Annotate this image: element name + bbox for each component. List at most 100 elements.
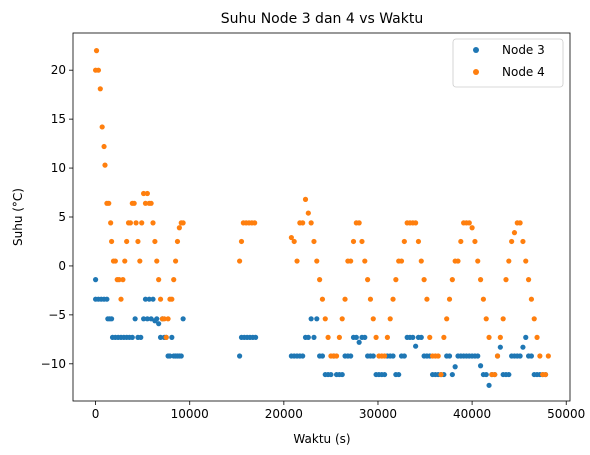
data-point-series-1 — [410, 334, 416, 340]
x-axis-label: Waktu (s) — [293, 432, 350, 446]
data-point-series-1 — [305, 334, 311, 340]
data-point-series-2 — [362, 258, 368, 264]
data-point-series-1 — [370, 353, 376, 359]
data-point-series-2 — [120, 277, 126, 283]
data-point-series-2 — [413, 220, 419, 226]
data-point-series-2 — [381, 353, 388, 359]
data-point-series-2 — [174, 238, 181, 245]
data-point-series-2 — [509, 238, 515, 245]
data-point-series-2 — [237, 258, 243, 264]
data-point-series-2 — [165, 316, 171, 322]
data-point-series-2 — [441, 334, 447, 340]
data-point-series-2 — [161, 316, 167, 322]
data-point-series-2 — [528, 296, 535, 302]
data-point-series-2 — [173, 258, 179, 264]
y-tick-label: 0 — [58, 259, 66, 273]
data-point-series-2 — [288, 234, 294, 241]
data-point-series-2 — [435, 353, 441, 359]
points-layer — [92, 48, 551, 388]
data-point-series-1 — [253, 334, 259, 340]
data-point-series-2 — [101, 143, 107, 150]
data-point-series-2 — [291, 238, 297, 245]
x-tick-label: 20000 — [265, 407, 303, 421]
data-point-series-2 — [446, 296, 453, 302]
data-point-series-1 — [362, 334, 368, 340]
legend: Node 3 Node 4 — [452, 38, 564, 88]
x-tick-label: 40000 — [453, 407, 491, 421]
y-tick-label: 20 — [51, 63, 66, 77]
data-point-series-1 — [477, 363, 484, 369]
data-point-series-1 — [157, 334, 164, 340]
data-point-series-1 — [308, 316, 314, 322]
data-point-series-1 — [146, 296, 152, 302]
legend-frame — [452, 38, 564, 88]
data-point-series-2 — [238, 238, 245, 245]
data-point-series-2 — [325, 334, 331, 340]
data-point-series-2 — [314, 258, 320, 264]
data-point-series-1 — [129, 334, 135, 340]
data-point-series-2 — [466, 220, 472, 226]
data-point-series-1 — [396, 371, 402, 378]
data-point-series-2 — [545, 353, 551, 359]
data-point-series-2 — [302, 196, 309, 202]
data-point-series-2 — [525, 277, 532, 283]
data-point-series-1 — [339, 371, 345, 378]
data-point-series-2 — [542, 371, 549, 378]
data-point-series-1 — [311, 334, 317, 340]
data-point-series-2 — [475, 258, 481, 264]
data-point-series-2 — [131, 200, 137, 206]
data-point-series-1 — [237, 353, 243, 359]
data-point-series-1 — [418, 334, 424, 340]
data-point-series-2 — [438, 371, 444, 378]
data-point-series-2 — [520, 238, 526, 245]
data-point-series-2 — [427, 334, 433, 340]
data-point-series-2 — [317, 277, 323, 283]
data-point-series-2 — [370, 316, 376, 322]
legend-label-node-3: Node 3 — [502, 43, 545, 57]
data-point-series-2 — [444, 316, 450, 322]
data-point-series-1 — [141, 316, 147, 322]
data-point-series-1 — [390, 353, 396, 359]
x-tick-label: 30000 — [359, 407, 397, 421]
data-point-series-2 — [144, 190, 150, 197]
data-point-series-2 — [180, 220, 186, 226]
data-point-series-1 — [401, 353, 407, 359]
data-point-series-2 — [163, 334, 169, 340]
data-point-series-2 — [458, 238, 464, 245]
data-point-series-1 — [486, 382, 492, 388]
x-axis-ticks: 0 10000 20000 30000 40000 50000 — [92, 401, 585, 421]
data-point-series-2 — [469, 225, 475, 231]
data-point-series-2 — [339, 316, 345, 322]
data-point-series-2 — [356, 220, 362, 226]
data-point-series-2 — [477, 277, 484, 283]
data-point-series-1 — [178, 353, 184, 359]
data-point-series-2 — [523, 258, 529, 264]
data-point-series-2 — [517, 220, 523, 226]
data-point-series-2 — [108, 238, 115, 245]
data-point-series-2 — [252, 220, 258, 226]
data-point-series-1 — [353, 334, 359, 340]
data-point-series-2 — [95, 67, 102, 73]
x-tick-label: 50000 — [547, 407, 585, 421]
data-point-series-1 — [413, 343, 419, 349]
y-axis-label: Suhu (°C) — [11, 188, 25, 246]
data-point-series-1 — [381, 371, 388, 378]
data-point-series-2 — [106, 200, 112, 206]
data-point-series-2 — [494, 353, 501, 359]
data-point-series-2 — [122, 258, 128, 264]
data-point-series-1 — [319, 353, 326, 359]
y-tick-label: −5 — [48, 308, 66, 322]
data-point-series-2 — [135, 238, 141, 245]
data-point-series-2 — [108, 220, 114, 226]
data-point-series-2 — [133, 220, 139, 226]
data-point-series-2 — [169, 296, 175, 302]
data-point-series-2 — [348, 258, 354, 264]
data-point-series-2 — [401, 238, 407, 245]
data-point-series-1 — [132, 316, 138, 322]
data-point-series-1 — [328, 371, 334, 378]
y-tick-label: 15 — [51, 112, 66, 126]
data-point-series-2 — [390, 296, 396, 302]
data-point-series-2 — [142, 200, 149, 206]
data-point-series-2 — [150, 220, 156, 226]
data-point-series-2 — [421, 277, 427, 283]
